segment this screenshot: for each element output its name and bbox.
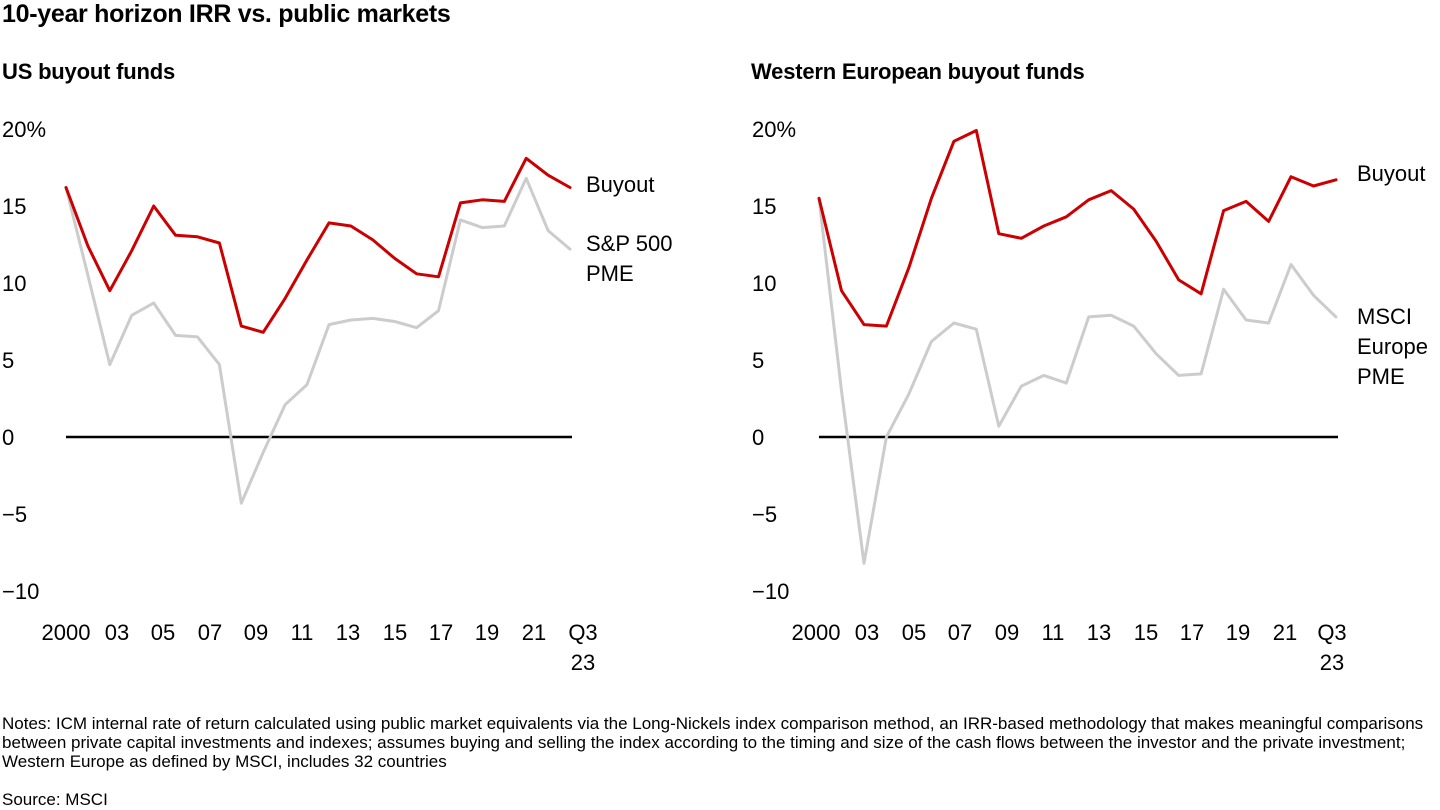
us-ytick-label: −5 (2, 502, 27, 527)
chart-title: 10-year horizon IRR vs. public markets (2, 0, 451, 28)
us-xtick-label: 13 (336, 620, 360, 645)
us-series-label: S&P 500 PME (586, 231, 672, 286)
us-series-label: Buyout (586, 172, 655, 197)
us-xtick-label: 17 (429, 620, 453, 645)
eu-series-label: MSCI Europe PME (1357, 304, 1428, 389)
us-xtick-label: 21 (522, 620, 546, 645)
us-ytick-label: 0 (2, 425, 14, 450)
eu-ytick-label: 10 (752, 271, 776, 296)
us-series-line-buyout (64, 156, 572, 334)
us-xtick-label: 19 (475, 620, 499, 645)
eu-ytick-label: −5 (752, 502, 777, 527)
us-ytick-label: −10 (2, 579, 39, 604)
eu-series-line-buyout (817, 129, 1338, 328)
eu-xtick-label: 05 (902, 620, 926, 645)
eu-xtick-label: 13 (1087, 620, 1111, 645)
eu-ytick-label: 15 (752, 194, 776, 219)
us-xtick-label: 03 (105, 620, 129, 645)
us-ytick-label: 5 (2, 348, 14, 373)
eu-xtick-label: 15 (1134, 620, 1158, 645)
eu-xtick-label: 03 (855, 620, 879, 645)
us-xtick-label: 15 (383, 620, 407, 645)
eu-xtick-label: 11 (1042, 620, 1065, 645)
europe-buyout-chart: 20% 15 10 5 0 −5 −10 Buyout MSCI Europe PME 2000 03 0… (752, 117, 1428, 675)
eu-ytick-label: 20% (752, 117, 796, 142)
us-buyout-chart: 20% 15 10 5 0 −5 −10 Buyout S&P 500 PME 2000 03 05 07… (2, 117, 672, 675)
eu-ytick-label: 5 (752, 348, 764, 373)
us-xtick-label: 07 (198, 620, 222, 645)
notes-text: Notes: ICM internal rate of return calcu… (2, 714, 1424, 771)
us-ytick-label: 15 (2, 194, 26, 219)
eu-ytick-label: 0 (752, 425, 764, 450)
eu-xtick-sublabel: 23 (1320, 650, 1344, 675)
us-ytick-label: 10 (2, 271, 26, 296)
eu-xtick-label: 09 (995, 620, 1019, 645)
us-xtick-label: 09 (244, 620, 268, 645)
us-xtick-sublabel: 23 (571, 650, 595, 675)
eu-series-line-msci-europe-pme (817, 196, 1338, 565)
us-xtick-label: 2000 (42, 620, 91, 645)
eu-xtick-label: 17 (1180, 620, 1204, 645)
panel-title-us: US buyout funds (2, 59, 175, 84)
eu-xtick-label: Q3 (1317, 620, 1346, 645)
eu-xtick-label: 07 (948, 620, 972, 645)
eu-xtick-label: 19 (1226, 620, 1250, 645)
source-text: Source: MSCI (2, 790, 108, 809)
us-xtick-label: 11 (291, 620, 314, 645)
eu-xtick-label: 21 (1273, 620, 1297, 645)
eu-xtick-label: 2000 (792, 620, 841, 645)
us-ytick-label: 20% (2, 117, 46, 142)
eu-series-label: Buyout (1357, 161, 1426, 186)
us-xtick-label: 05 (151, 620, 175, 645)
us-xtick-label: Q3 (568, 620, 597, 645)
eu-ytick-label: −10 (752, 579, 789, 604)
panel-title-europe: Western European buyout funds (751, 59, 1085, 84)
us-series-line-s-p-500-pme (64, 176, 572, 505)
